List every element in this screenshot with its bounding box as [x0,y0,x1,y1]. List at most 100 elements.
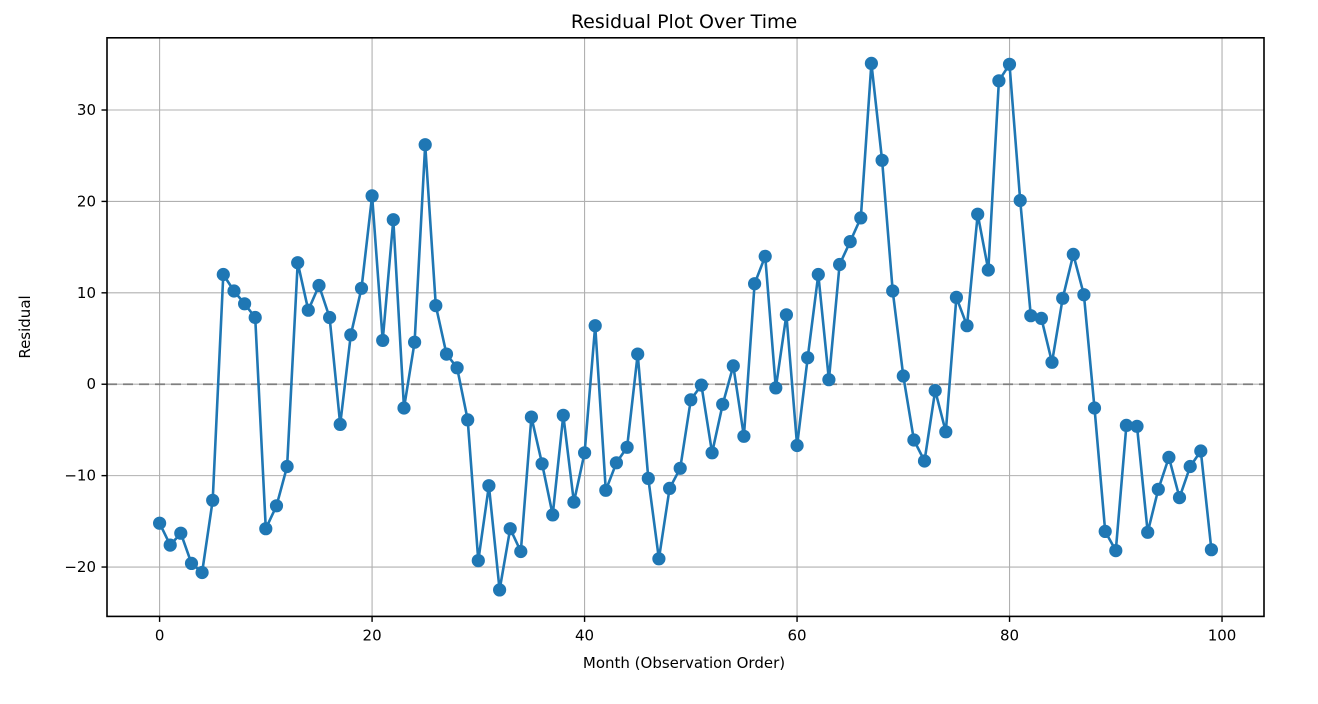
data-point [556,408,570,422]
data-point [1119,418,1133,432]
data-point [301,303,315,317]
data-point [280,459,294,474]
data-point [1141,525,1155,539]
data-point [673,461,687,475]
data-point [726,359,740,373]
data-point [216,267,230,282]
data-point [344,328,358,342]
data-point [365,189,379,203]
data-point [1194,444,1208,458]
data-point [535,457,549,471]
data-point [663,481,677,495]
chart-title: Residual Plot Over Time [571,11,797,33]
data-point [184,556,199,571]
data-point [1087,401,1102,415]
data-point [397,401,411,415]
residual-line [158,62,1213,592]
data-point [461,413,475,427]
data-point [992,74,1006,88]
x-tick-label: 60 [788,626,807,644]
data-point [875,153,889,167]
data-point [748,277,762,291]
data-point [609,456,624,470]
y-tick-label: 0 [86,375,96,393]
data-point [939,425,953,439]
x-tick-label: 20 [363,626,382,644]
data-point [174,526,188,540]
data-point [779,308,794,322]
data-point [949,290,964,304]
data-point [1045,355,1059,369]
data-point [408,335,422,349]
data-point [450,361,464,375]
data-point [822,373,836,387]
data-point [801,351,815,365]
data-point [1077,288,1091,302]
data-point [1151,482,1165,496]
data-point [333,417,347,431]
data-point [694,378,709,392]
data-point [790,438,804,453]
data-point [269,499,284,513]
data-series-residuals [153,56,1218,597]
y-tick-label: −20 [64,558,96,576]
data-point [323,310,337,325]
data-point [376,333,390,347]
y-tick-label: 10 [77,284,96,302]
data-point [1109,544,1123,558]
data-point [1172,491,1187,505]
x-tick-label: 100 [1208,626,1237,644]
data-point [163,538,177,552]
data-point [811,267,825,282]
axes-spines [106,36,1265,618]
data-point [439,347,454,361]
data-point [248,310,262,325]
x-axis-label: Month (Observation Order) [583,654,785,672]
data-point [1130,419,1144,433]
data-point [1034,311,1048,325]
data-point [206,493,220,507]
y-tick-label: 30 [77,101,96,119]
data-point [896,369,910,383]
data-point [493,583,507,597]
data-point [503,522,517,536]
data-point [854,211,868,225]
data-point [758,249,772,263]
data-point [960,319,974,333]
data-point [386,213,400,227]
data-point [482,479,496,493]
data-point [546,508,560,522]
data-point [599,483,613,497]
data-point [354,281,369,295]
data-point [769,381,783,395]
axes-box [106,36,1265,618]
data-point [227,284,241,298]
y-tick-label: −10 [64,467,96,485]
data-point [928,384,942,398]
data-point [1066,247,1080,261]
data-point [652,552,666,566]
data-point [1024,309,1038,323]
data-point [567,495,581,509]
data-point [631,347,645,361]
data-point [1056,291,1070,305]
data-point [291,256,305,270]
data-point [886,284,900,298]
data-point [195,565,209,580]
data-point [259,522,273,536]
data-point [705,446,719,460]
data-point [641,471,655,485]
data-point [1002,57,1017,71]
data-point [429,299,443,313]
data-point [1183,459,1197,474]
data-point [588,319,602,333]
data-point [312,278,326,293]
data-point [524,410,539,424]
data-point [843,235,857,249]
data-point [620,440,634,454]
data-point [917,454,932,468]
data-point [1013,193,1027,208]
grid-lines [107,37,1264,617]
